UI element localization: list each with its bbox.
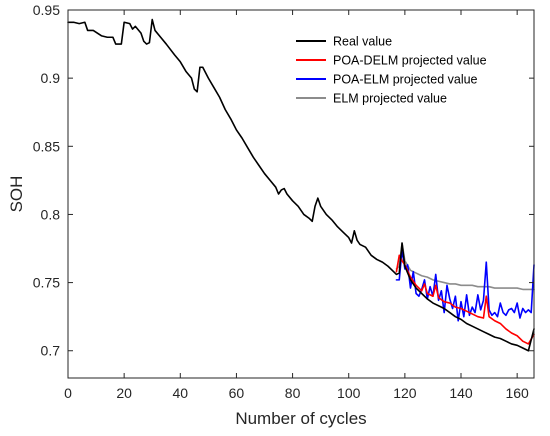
x-tick-label: 60: [229, 385, 245, 401]
x-tick-label: 40: [173, 385, 189, 401]
x-tick-label: 0: [64, 385, 72, 401]
x-tick-label: 20: [116, 385, 132, 401]
y-tick-label: 0.9: [41, 70, 61, 86]
legend-label: Real value: [333, 35, 392, 49]
legend-label: POA-ELM projected value: [333, 73, 478, 87]
series-layer: [67, 18, 535, 352]
x-tick-label: 160: [505, 385, 529, 401]
series-line-poa-delm-projected-value: [395, 254, 535, 345]
x-tick-label: 120: [393, 385, 417, 401]
y-axis-title: SOH: [7, 176, 26, 213]
y-tick-label: 0.85: [33, 138, 60, 154]
y-axis: 0.7 0.75 0.8 0.85 0.9 0.95: [33, 2, 534, 359]
legend: Real value POA-DELM projected value POA-EL…: [296, 35, 487, 106]
y-tick-label: 0.7: [41, 343, 61, 359]
legend-label: ELM projected value: [333, 92, 447, 106]
x-tick-label: 100: [337, 385, 361, 401]
x-tick-label: 80: [285, 385, 301, 401]
y-tick-label: 0.8: [41, 206, 61, 222]
x-tick-label: 140: [449, 385, 473, 401]
y-tick-label: 0.95: [33, 2, 60, 18]
series-line-poa-elm-projected-value: [395, 249, 535, 322]
plot-area-frame: [67, 9, 535, 379]
x-axis: 0 20 40 60 80 100 120 140 160: [64, 10, 529, 401]
legend-label: POA-DELM projected value: [333, 54, 487, 68]
series-line-elm-projected-value: [395, 242, 535, 291]
x-axis-title: Number of cycles: [235, 409, 366, 428]
series-line-real-value: [67, 18, 535, 352]
y-tick-label: 0.75: [33, 275, 60, 291]
